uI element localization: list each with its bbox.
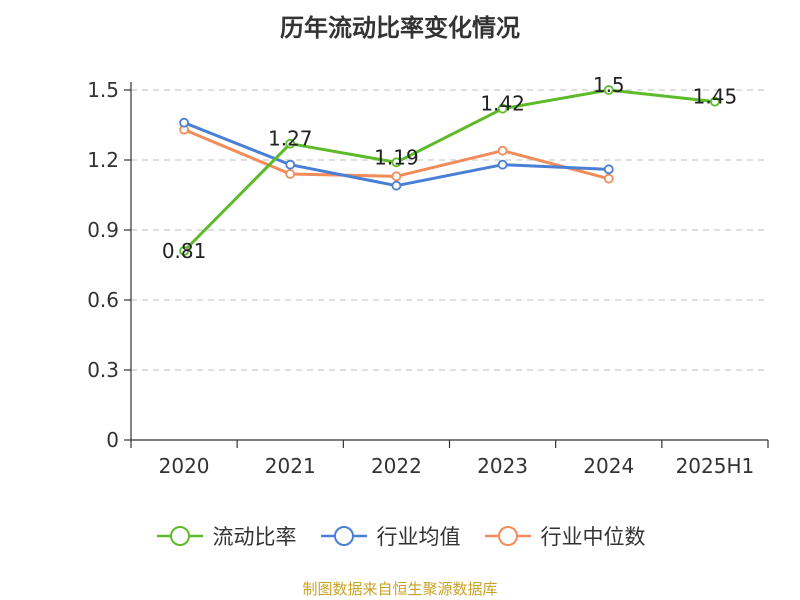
series-lines (179, 85, 720, 256)
x-tick-label: 2022 (371, 454, 422, 478)
data-point (179, 246, 189, 256)
data-point (391, 180, 402, 191)
legend-label: 行业中位数 (540, 525, 646, 549)
y-tick-label: 0.6 (87, 288, 119, 312)
data-point (710, 96, 720, 107)
legend-swatch (320, 526, 367, 546)
data-point (603, 173, 614, 184)
data-point (603, 85, 614, 95)
data-point (497, 103, 508, 114)
data-point (497, 145, 508, 156)
data-point (497, 159, 508, 170)
x-tick-label: 2020 (159, 454, 210, 478)
data-label: 1.45 (693, 85, 738, 109)
y-tick-label: 1.2 (87, 148, 119, 172)
data-point (179, 117, 189, 128)
legend: 流动比率 行业均值 行业中位数 (0, 520, 800, 552)
data-point (391, 157, 402, 168)
x-tick-label: 2021 (265, 454, 316, 478)
legend-swatch (484, 526, 531, 546)
x-tick-label: 2024 (583, 454, 634, 478)
x-tick-label: 2025H1 (676, 454, 755, 478)
data-label: 1.42 (480, 92, 525, 116)
legend-item[interactable]: 行业中位数 (483, 521, 646, 551)
grid-lines (131, 89, 768, 371)
data-point (391, 171, 402, 182)
data-point (285, 169, 296, 179)
data-label: 1.5 (593, 73, 625, 97)
data-point (285, 138, 296, 149)
data-label: 0.81 (162, 239, 207, 263)
axes: 0 0.3 0.6 0.9 1.2 1.5 2020 2021 2022 2023 2024 2025… (87, 78, 769, 478)
legend-label: 流动比率 (212, 525, 297, 549)
data-point (603, 164, 614, 175)
data-label: 1.27 (268, 127, 313, 151)
legend-label: 行业均值 (376, 525, 461, 549)
data-labels: 0.81 1.27 1.19 1.42 1.5 1.45 (162, 73, 737, 263)
legend-swatch (156, 526, 203, 546)
legend-item[interactable]: 流动比率 (155, 521, 297, 551)
data-label: 1.19 (374, 145, 419, 169)
y-tick-label: 0.9 (87, 218, 119, 242)
legend-item[interactable]: 行业均值 (319, 521, 461, 551)
source-note: 制图数据来自恒生聚源数据库 (302, 580, 498, 598)
data-point (285, 159, 296, 170)
chart-title: 历年流动比率变化情况 (280, 14, 520, 42)
series-line-0 (183, 88, 716, 253)
x-tick-label: 2023 (477, 454, 528, 478)
y-tick-label: 0.3 (87, 358, 119, 382)
y-tick-label: 0 (106, 428, 119, 452)
y-tick-label: 1.5 (87, 78, 119, 102)
